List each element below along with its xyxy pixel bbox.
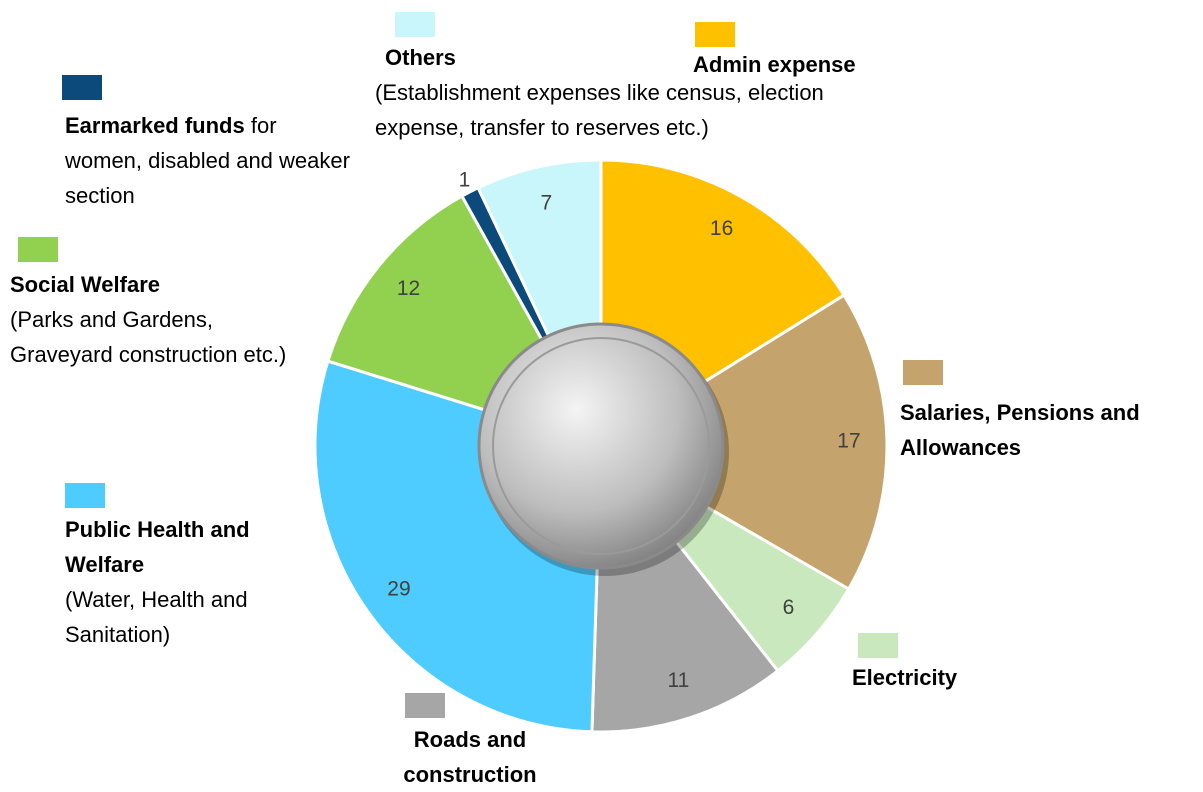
legend-description: (Establishment expenses like census, ele… xyxy=(375,80,824,140)
legend-swatch xyxy=(395,12,435,37)
legend-entry: Admin expense xyxy=(693,47,993,82)
legend-entry: Earmarked funds for women, disabled and … xyxy=(65,108,355,213)
legend-swatch xyxy=(65,483,105,508)
value-label: 17 xyxy=(837,430,860,453)
legend-description: (Water, Health and Sanitation) xyxy=(65,587,248,647)
legend-name: Public Health and Welfare xyxy=(65,517,250,577)
value-label: 12 xyxy=(397,277,420,300)
legend-entry: Roads and construction xyxy=(380,722,560,792)
legend-swatch xyxy=(695,22,735,47)
legend-swatch xyxy=(62,75,102,100)
value-label: 1 xyxy=(459,169,471,192)
pie-slice xyxy=(598,293,889,592)
value-label: 29 xyxy=(387,577,410,600)
legend-name: Roads and construction xyxy=(403,727,537,787)
coin-rim xyxy=(492,337,710,555)
legend-entry: Public Health and Welfare (Water, Health … xyxy=(65,512,315,652)
legend-entry: Others (Establishment expenses like censu… xyxy=(375,40,875,145)
legend-name: Electricity xyxy=(852,665,958,690)
legend-entry: Salaries, Pensions and Allowances xyxy=(900,395,1200,465)
legend-swatch xyxy=(18,237,58,262)
legend-swatch xyxy=(903,360,943,385)
legend-description: for women, disabled and weaker section xyxy=(65,113,350,208)
legend-name: Others xyxy=(385,45,456,70)
value-label: 11 xyxy=(667,669,689,692)
value-label: 7 xyxy=(541,192,553,215)
legend-entry: Social Welfare (Parks and Gardens, Gravey… xyxy=(10,267,310,372)
value-label: 6 xyxy=(783,596,795,619)
legend-entry: Electricity xyxy=(852,660,1052,695)
legend-swatch xyxy=(858,633,898,658)
value-label: 16 xyxy=(710,217,733,240)
legend-name: Admin expense xyxy=(693,52,856,77)
legend-swatch xyxy=(405,693,445,718)
coin xyxy=(477,322,725,570)
legend-name: Salaries, Pensions and Allowances xyxy=(900,400,1140,460)
legend-name: Social Welfare xyxy=(10,272,160,297)
legend-description: (Parks and Gardens, Graveyard constructi… xyxy=(10,307,287,367)
legend-name: Earmarked funds xyxy=(65,113,245,138)
